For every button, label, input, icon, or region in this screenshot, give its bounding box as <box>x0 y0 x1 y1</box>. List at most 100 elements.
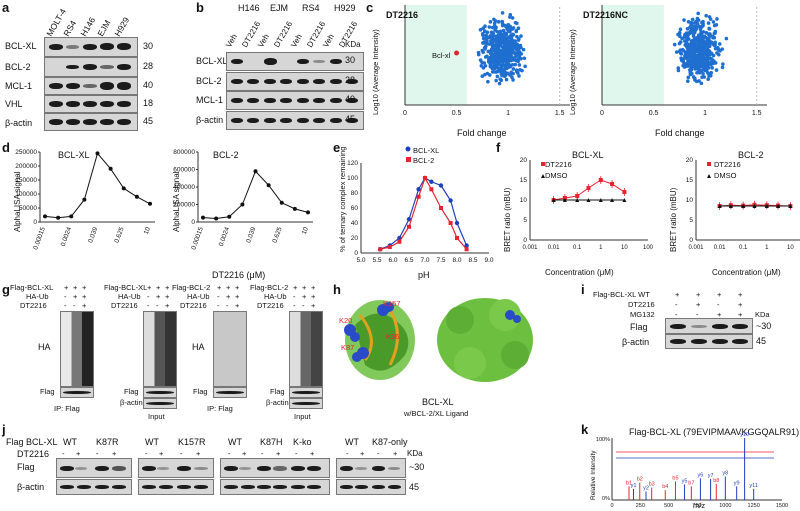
tick-label: 0.00015 <box>190 226 205 251</box>
kda-header: KDa <box>755 310 770 319</box>
y-axis-label: AlphaLISA signal <box>13 171 22 233</box>
lane-label: H146 <box>78 15 98 38</box>
panel-label-c: c <box>366 0 374 15</box>
data-point <box>598 178 603 182</box>
legend-marker <box>707 174 711 178</box>
tick-label: 20 <box>686 157 694 164</box>
tick-label: 9.0 <box>484 257 493 264</box>
blot-strip <box>289 398 323 409</box>
tick-label: 250000 <box>15 149 37 156</box>
data-point <box>266 183 271 188</box>
tick-label: 0 <box>600 110 604 117</box>
x-axis-label: Concentration (μM) <box>545 268 614 277</box>
y-axis-label: AlphaLISA signal <box>172 171 181 233</box>
sign: + <box>696 290 701 299</box>
data-point <box>505 71 510 76</box>
tick-label: 0.625 <box>113 226 125 244</box>
tick-label: 0.1 <box>739 245 748 251</box>
blot-strip <box>226 91 364 110</box>
data-point <box>494 25 498 30</box>
tick-label: 15 <box>686 177 694 184</box>
data-point <box>687 45 692 49</box>
data-point <box>518 43 523 48</box>
data-point <box>503 54 508 58</box>
row-label: MCL-1 <box>196 95 224 105</box>
data-point <box>502 40 506 45</box>
peak-label: b3 <box>649 482 655 488</box>
row-label: Flag-BCL-2 <box>250 283 289 292</box>
blot-strip <box>226 52 364 71</box>
row-label: HA-Ub <box>118 292 141 301</box>
peak-label: b7 <box>688 480 694 486</box>
sign: + <box>165 283 170 292</box>
blot-strip <box>220 479 330 495</box>
data-point <box>610 198 615 202</box>
data-point <box>201 215 205 220</box>
data-point <box>708 17 713 21</box>
kda-value: 18 <box>143 98 154 108</box>
data-point <box>504 77 509 82</box>
plot-title: BCL-XL <box>572 150 604 160</box>
data-point <box>501 71 505 75</box>
tick-label: 0 <box>403 110 407 117</box>
data-point <box>704 13 709 18</box>
lysine-label: K20 <box>339 316 353 325</box>
blot-label: β-actin <box>266 398 289 407</box>
data-point <box>508 24 513 29</box>
data-point <box>698 35 702 40</box>
peak-label: y9 <box>734 480 740 486</box>
tick-label: 0.5 <box>452 110 462 117</box>
tick-label: 200000 <box>173 202 195 209</box>
tick-label: 1 <box>506 110 510 117</box>
row-label: DT2216 <box>628 300 655 309</box>
highlight-point <box>454 50 460 56</box>
data-point <box>702 64 706 69</box>
data-point <box>713 31 717 35</box>
panel-label-e: e <box>333 140 341 155</box>
data-point <box>498 66 503 71</box>
tick-label: 800000 <box>173 149 195 156</box>
data-point <box>498 29 503 34</box>
row-label: β-actin <box>196 115 224 125</box>
blot-strip <box>336 458 406 478</box>
cell-line-label: RS4 <box>302 3 320 13</box>
blot-label: β-actin <box>622 337 650 347</box>
ha-smear-blot <box>60 311 94 387</box>
data-point <box>713 46 718 51</box>
blot-strip <box>289 387 323 398</box>
blot-label: Flag <box>193 387 208 396</box>
construct-label: K157R <box>178 437 206 447</box>
data-point <box>464 243 469 248</box>
series-line <box>379 177 468 250</box>
sign: + <box>242 449 247 458</box>
peak-label: b5 <box>672 475 678 481</box>
data-point <box>501 58 506 62</box>
data-point <box>240 202 245 207</box>
data-point <box>486 79 490 84</box>
data-point <box>503 37 508 42</box>
lane-label: Veh <box>224 32 239 49</box>
row-label: BCL-XL <box>5 41 37 51</box>
data-point <box>493 49 498 54</box>
data-point <box>509 36 514 40</box>
blot-strip <box>220 458 330 478</box>
data-point <box>714 68 719 72</box>
sign: + <box>82 283 87 292</box>
data-point <box>720 65 725 70</box>
data-point <box>694 44 699 48</box>
blot-label: Flag <box>40 387 55 396</box>
sign: - <box>62 449 65 458</box>
legend-label: DMSO <box>714 171 737 180</box>
blot-strip <box>665 318 753 334</box>
tick-label: 60 <box>351 205 359 212</box>
data-point <box>717 204 722 208</box>
data-point <box>429 179 434 184</box>
blot-label: Flag <box>630 322 648 332</box>
tick-label: 1 <box>765 245 769 251</box>
tick-label: 100% <box>596 437 610 443</box>
tick-label: 100 <box>347 175 358 182</box>
data-point <box>516 71 520 75</box>
sign: - <box>64 301 67 310</box>
data-point <box>510 55 514 59</box>
data-point <box>681 57 686 61</box>
